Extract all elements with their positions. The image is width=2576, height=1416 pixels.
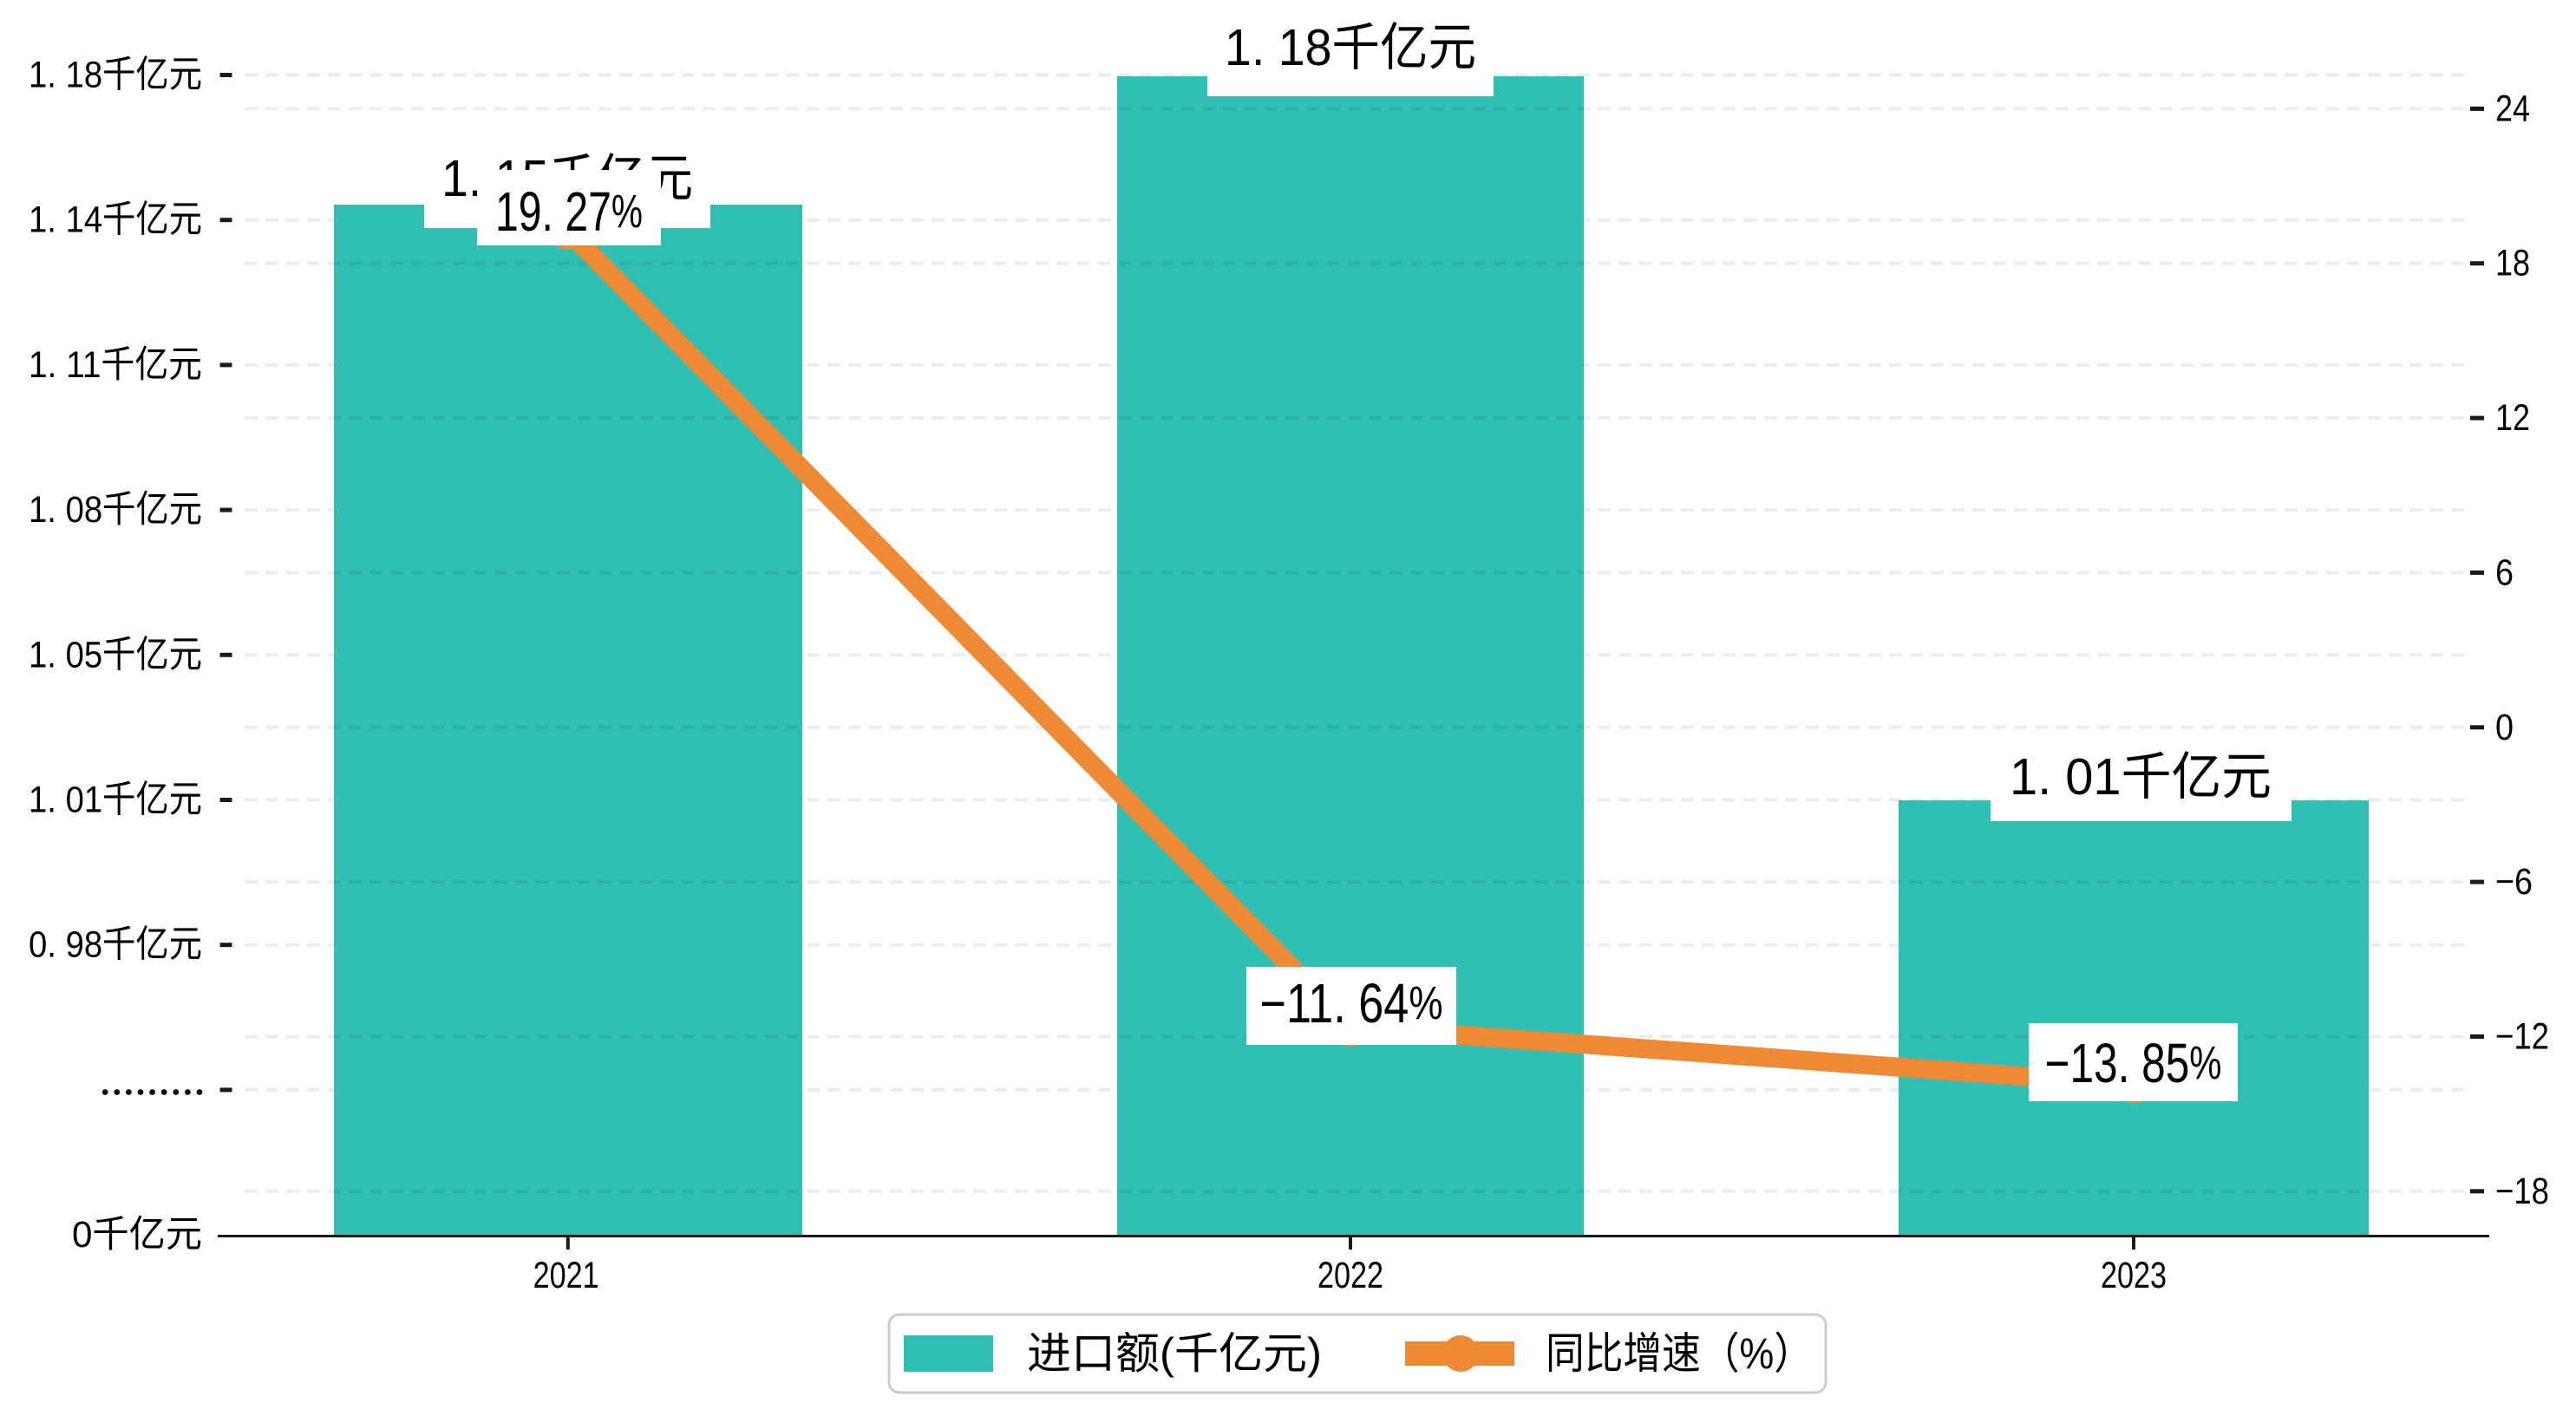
svg-text:−6: −6 [2495, 861, 2533, 903]
svg-text:2023: 2023 [2101, 1255, 2167, 1296]
svg-text:18: 18 [2495, 243, 2530, 284]
svg-text:1. 05千亿元: 1. 05千亿元 [29, 634, 202, 675]
svg-text:0. 98千亿元: 0. 98千亿元 [29, 924, 202, 966]
svg-text:1. 11千亿元: 1. 11千亿元 [29, 344, 202, 386]
svg-text:1. 08千亿元: 1. 08千亿元 [29, 489, 202, 531]
svg-text:12: 12 [2495, 397, 2530, 439]
svg-text:2021: 2021 [533, 1255, 599, 1296]
svg-text:同比增速（%）: 同比增速（%） [1546, 1329, 1813, 1378]
svg-text:1. 18千亿元: 1. 18千亿元 [1225, 19, 1476, 76]
svg-text:−18: −18 [2495, 1171, 2549, 1212]
svg-text:0千亿元: 0千亿元 [72, 1214, 202, 1256]
svg-text:1. 18千亿元: 1. 18千亿元 [29, 55, 202, 96]
svg-text:1. 01千亿元: 1. 01千亿元 [2010, 748, 2272, 806]
svg-text:19. 27%: 19. 27% [495, 180, 643, 243]
svg-text:−11. 64%: −11. 64% [1260, 972, 1443, 1034]
svg-text:−13. 85%: −13. 85% [2045, 1032, 2222, 1094]
svg-text:1. 14千亿元: 1. 14千亿元 [29, 199, 202, 241]
svg-text:进口额(千亿元): 进口额(千亿元) [1027, 1329, 1322, 1378]
svg-text:−12: −12 [2495, 1015, 2549, 1057]
svg-text:24: 24 [2495, 88, 2530, 129]
svg-text:6: 6 [2495, 551, 2514, 593]
svg-text:1. 01千亿元: 1. 01千亿元 [29, 780, 202, 821]
svg-text:2022: 2022 [1317, 1255, 1383, 1296]
svg-text:0: 0 [2495, 707, 2514, 748]
